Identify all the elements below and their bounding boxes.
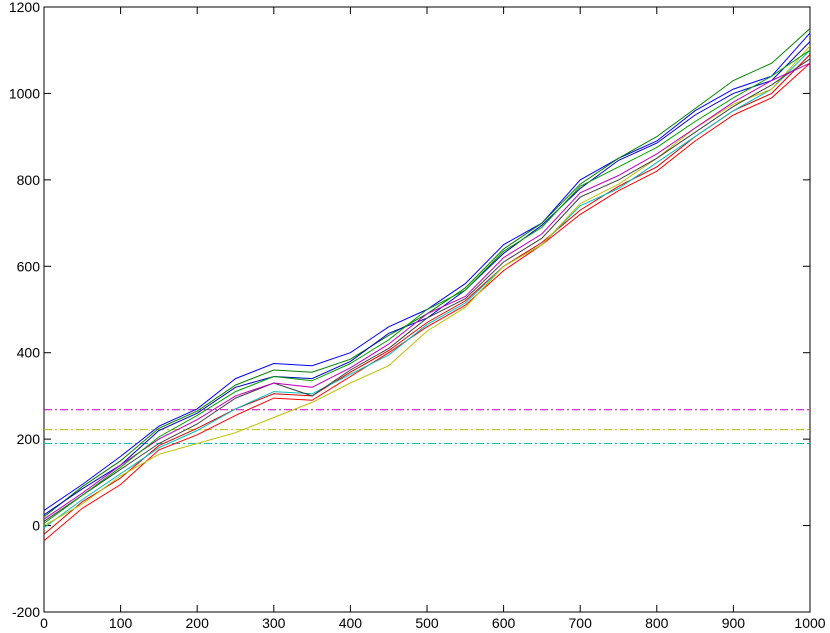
- y-tick-label: -200: [12, 604, 40, 620]
- y-tick-label: 1000: [9, 85, 40, 101]
- x-tick-label: 300: [262, 615, 286, 631]
- y-tick-label: 1200: [9, 0, 40, 15]
- x-tick-label: 800: [645, 615, 669, 631]
- y-tick-label: 200: [17, 431, 41, 447]
- x-tick-label: 200: [186, 615, 210, 631]
- x-tick-label: 700: [569, 615, 593, 631]
- series-line: [43, 49, 811, 524]
- x-tick-label: 100: [109, 615, 133, 631]
- series-line: [43, 49, 811, 529]
- y-tick-label: 0: [32, 518, 40, 534]
- y-tick-label: 800: [17, 172, 41, 188]
- x-tick-label: 900: [722, 615, 746, 631]
- series-line: [43, 58, 811, 522]
- series-line: [43, 54, 811, 535]
- series-line: [43, 45, 811, 527]
- x-tick-label: 600: [492, 615, 516, 631]
- y-tick-label: 600: [17, 258, 41, 274]
- y-tick-label: 400: [17, 345, 41, 361]
- x-tick-label: 500: [415, 615, 439, 631]
- x-tick-label: 400: [339, 615, 363, 631]
- x-tick-label: 1000: [794, 615, 825, 631]
- x-tick-label: 0: [40, 615, 48, 631]
- series-line: [43, 62, 811, 542]
- series-line: [43, 62, 811, 520]
